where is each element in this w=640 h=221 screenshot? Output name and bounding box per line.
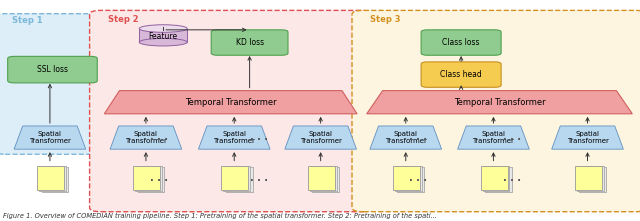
Text: . . .: . . . — [409, 132, 427, 142]
Polygon shape — [552, 126, 623, 149]
Bar — [481, 166, 508, 190]
Text: . . .: . . . — [503, 173, 521, 183]
Bar — [42, 167, 68, 192]
Bar — [577, 166, 604, 191]
Text: Spatial
Transformer: Spatial Transformer — [213, 131, 255, 144]
Text: Figure 1. Overview of COMEDIAN training pipeline. Step 1: Pretraining of the spa: Figure 1. Overview of COMEDIAN training … — [3, 213, 437, 219]
Text: Spatial
Transformer: Spatial Transformer — [472, 131, 515, 144]
Bar — [221, 166, 248, 190]
FancyBboxPatch shape — [0, 14, 111, 154]
FancyBboxPatch shape — [211, 30, 288, 55]
Text: . . .: . . . — [409, 173, 427, 183]
Bar — [308, 166, 335, 190]
Text: Class loss: Class loss — [442, 38, 480, 47]
Bar — [37, 166, 64, 190]
Bar — [135, 166, 162, 191]
Bar — [397, 167, 424, 192]
Polygon shape — [370, 126, 442, 149]
Polygon shape — [198, 126, 270, 149]
Text: Step 2: Step 2 — [108, 15, 138, 24]
FancyBboxPatch shape — [421, 62, 501, 87]
Bar — [223, 166, 250, 191]
Text: Step 3: Step 3 — [370, 15, 401, 24]
Text: Spatial
Transformer: Spatial Transformer — [29, 131, 71, 144]
Bar — [140, 29, 187, 42]
Text: Temporal Transformer: Temporal Transformer — [454, 98, 545, 107]
Bar — [395, 166, 422, 191]
Bar — [483, 166, 509, 191]
Polygon shape — [104, 91, 357, 114]
Bar — [312, 167, 339, 192]
Text: Spatial
Transformer: Spatial Transformer — [300, 131, 342, 144]
FancyBboxPatch shape — [421, 30, 501, 55]
Bar — [226, 167, 253, 192]
Text: SSL loss: SSL loss — [37, 65, 68, 74]
FancyBboxPatch shape — [8, 56, 97, 83]
Bar — [138, 167, 164, 192]
Text: . . .: . . . — [150, 173, 168, 183]
Bar — [133, 166, 160, 190]
Ellipse shape — [140, 38, 187, 46]
Bar — [393, 166, 420, 190]
Polygon shape — [458, 126, 529, 149]
Text: Step 1: Step 1 — [12, 17, 43, 25]
Polygon shape — [110, 126, 182, 149]
Text: Temporal Transformer: Temporal Transformer — [185, 98, 276, 107]
Bar — [39, 166, 66, 191]
Text: . . .: . . . — [503, 132, 521, 142]
Ellipse shape — [140, 25, 187, 32]
Bar — [485, 167, 512, 192]
Text: . . .: . . . — [250, 173, 268, 183]
Polygon shape — [367, 91, 632, 114]
Bar — [579, 167, 606, 192]
Bar — [310, 166, 337, 191]
Bar — [575, 166, 602, 190]
Polygon shape — [14, 126, 86, 149]
Text: Spatial
Transformer: Spatial Transformer — [566, 131, 609, 144]
Text: Class head: Class head — [440, 70, 482, 79]
Text: Feature: Feature — [148, 32, 178, 41]
Polygon shape — [285, 126, 356, 149]
FancyBboxPatch shape — [352, 10, 640, 212]
Text: . . .: . . . — [250, 132, 268, 142]
Text: . . .: . . . — [150, 132, 168, 142]
Text: Spatial
Transformer: Spatial Transformer — [125, 131, 167, 144]
Text: Spatial
Transformer: Spatial Transformer — [385, 131, 427, 144]
Text: KD loss: KD loss — [236, 38, 264, 47]
FancyBboxPatch shape — [90, 10, 372, 212]
